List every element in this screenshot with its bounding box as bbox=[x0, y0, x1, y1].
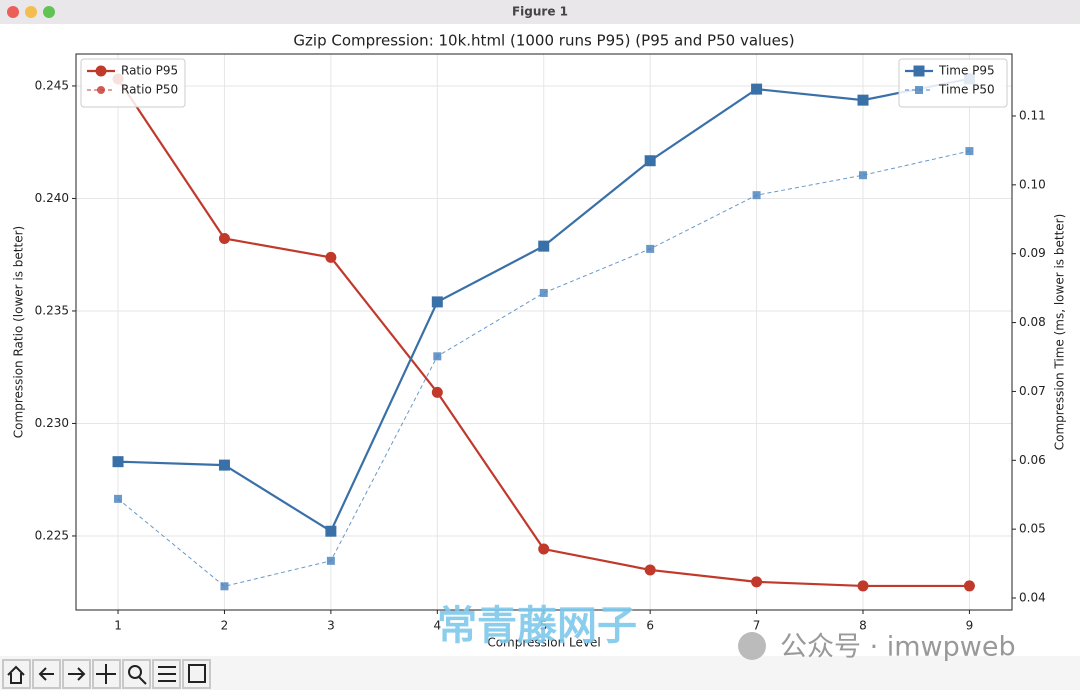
legend-label: Time P95 bbox=[938, 64, 995, 78]
data-point bbox=[112, 456, 124, 468]
data-point bbox=[751, 83, 763, 95]
y2-tick-label: 0.08 bbox=[1019, 315, 1046, 329]
home-icon bbox=[7, 665, 25, 684]
chart-title: Gzip Compression: 10k.html (1000 runs P9… bbox=[293, 32, 794, 50]
save-icon bbox=[188, 664, 206, 683]
data-point bbox=[433, 352, 442, 361]
y2-tick-label: 0.04 bbox=[1019, 591, 1046, 605]
forward-icon bbox=[68, 667, 86, 681]
data-point bbox=[859, 171, 868, 180]
data-point bbox=[751, 576, 763, 588]
x-tick-label: 8 bbox=[859, 619, 867, 633]
pan-icon bbox=[96, 664, 116, 684]
x-tick-label: 3 bbox=[327, 619, 335, 633]
window-title: Figure 1 bbox=[512, 5, 568, 19]
legend-label: Time P50 bbox=[938, 83, 995, 97]
legend-marker bbox=[95, 65, 107, 77]
x-tick-label: 4 bbox=[433, 619, 441, 633]
back-icon bbox=[38, 667, 54, 681]
watermark: 常青藤网子 bbox=[437, 603, 637, 649]
y2-tick-label: 0.10 bbox=[1019, 177, 1046, 191]
y2-axis-label: Compression Time (ms, lower is better) bbox=[1053, 214, 1067, 451]
x-tick-label: 2 bbox=[221, 619, 229, 633]
y2-tick-label: 0.11 bbox=[1019, 108, 1046, 122]
data-point bbox=[646, 244, 655, 253]
title-bar bbox=[0, 0, 1080, 24]
minimize-button[interactable] bbox=[25, 6, 37, 18]
y2-tick-label: 0.07 bbox=[1019, 384, 1046, 398]
legend: Time P95 Time P50 bbox=[898, 58, 1008, 108]
zoom-icon-handle bbox=[138, 676, 147, 685]
plot-frame bbox=[75, 53, 1013, 611]
data-point bbox=[644, 155, 656, 167]
data-point bbox=[220, 582, 229, 591]
zoom-button[interactable] bbox=[43, 6, 55, 18]
x-tick-label: 9 bbox=[966, 619, 974, 633]
y2-tick-label: 0.06 bbox=[1019, 453, 1046, 467]
y-tick-label: 0.245 bbox=[35, 78, 69, 92]
watermark: 公众号 · imwpweb bbox=[780, 632, 1016, 663]
legend-label: Ratio P50 bbox=[121, 83, 178, 97]
x-tick-label: 5 bbox=[540, 619, 548, 633]
x-tick-label: 1 bbox=[114, 619, 122, 633]
y2-tick-label: 0.09 bbox=[1019, 246, 1046, 260]
legend-marker bbox=[97, 86, 105, 94]
data-point bbox=[431, 386, 443, 398]
y-tick-label: 0.230 bbox=[35, 416, 69, 430]
zoom-icon bbox=[128, 665, 142, 679]
data-point bbox=[857, 580, 869, 592]
data-point bbox=[857, 94, 869, 106]
data-point bbox=[326, 556, 335, 565]
data-point bbox=[325, 525, 337, 537]
legend-marker bbox=[915, 86, 923, 94]
x-tick-label: 7 bbox=[753, 619, 761, 633]
data-point bbox=[963, 580, 975, 592]
data-point bbox=[218, 459, 230, 471]
configure-icon bbox=[158, 666, 176, 682]
legend: Ratio P95 Ratio P50 bbox=[80, 58, 186, 108]
data-point bbox=[644, 564, 656, 576]
data-point bbox=[539, 288, 548, 297]
y-tick-label: 0.235 bbox=[35, 303, 69, 317]
data-point bbox=[325, 251, 337, 263]
close-button[interactable] bbox=[7, 6, 19, 18]
y2-tick-label: 0.05 bbox=[1019, 522, 1046, 536]
legend-label: Ratio P95 bbox=[121, 64, 178, 78]
plot: Gzip Compression: 10k.html (1000 runs P9… bbox=[12, 32, 1067, 650]
data-point bbox=[114, 494, 123, 503]
x-tick-label: 6 bbox=[646, 619, 654, 633]
toolbar-buttons bbox=[2, 659, 211, 689]
legend-marker bbox=[913, 65, 925, 77]
data-point bbox=[965, 147, 974, 156]
wechat-icon bbox=[738, 632, 766, 660]
data-point bbox=[218, 233, 230, 245]
data-point bbox=[538, 543, 550, 555]
y-tick-label: 0.225 bbox=[35, 528, 69, 542]
y-axis-label: Compression Ratio (lower is better) bbox=[12, 226, 26, 438]
y-tick-label: 0.240 bbox=[35, 191, 69, 205]
data-point bbox=[538, 240, 550, 252]
data-point bbox=[431, 296, 443, 308]
x-axis-label: Compression Level bbox=[487, 636, 600, 650]
data-point bbox=[752, 191, 761, 200]
